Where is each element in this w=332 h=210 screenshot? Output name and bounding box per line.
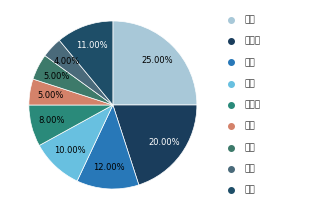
Text: 百盛: 百盛 — [245, 143, 256, 152]
Text: 日立: 日立 — [245, 79, 256, 88]
Text: 20.00%: 20.00% — [148, 138, 180, 147]
Text: 25.00%: 25.00% — [142, 56, 173, 65]
Wedge shape — [39, 105, 113, 181]
Wedge shape — [33, 56, 113, 105]
Wedge shape — [113, 105, 197, 185]
Wedge shape — [29, 79, 113, 105]
Text: 10.00%: 10.00% — [54, 146, 86, 155]
Text: 东芝: 东芝 — [245, 58, 256, 67]
Text: 通用: 通用 — [245, 16, 256, 24]
Wedge shape — [113, 21, 197, 105]
Text: 三星: 三星 — [245, 164, 256, 173]
Text: 西门子: 西门子 — [245, 101, 261, 109]
Text: 5.00%: 5.00% — [43, 72, 70, 81]
Text: 8.00%: 8.00% — [39, 116, 65, 125]
Text: 飞利浦: 飞利浦 — [245, 37, 261, 46]
Text: 12.00%: 12.00% — [93, 163, 125, 172]
Text: 11.00%: 11.00% — [76, 41, 107, 50]
Text: 迈瑞: 迈瑞 — [245, 122, 256, 131]
Wedge shape — [29, 105, 113, 146]
Wedge shape — [59, 21, 113, 105]
Text: 其他: 其他 — [245, 186, 256, 194]
Text: 4.00%: 4.00% — [54, 57, 80, 66]
Wedge shape — [45, 40, 113, 105]
Wedge shape — [77, 105, 139, 189]
Text: 5.00%: 5.00% — [38, 91, 64, 100]
